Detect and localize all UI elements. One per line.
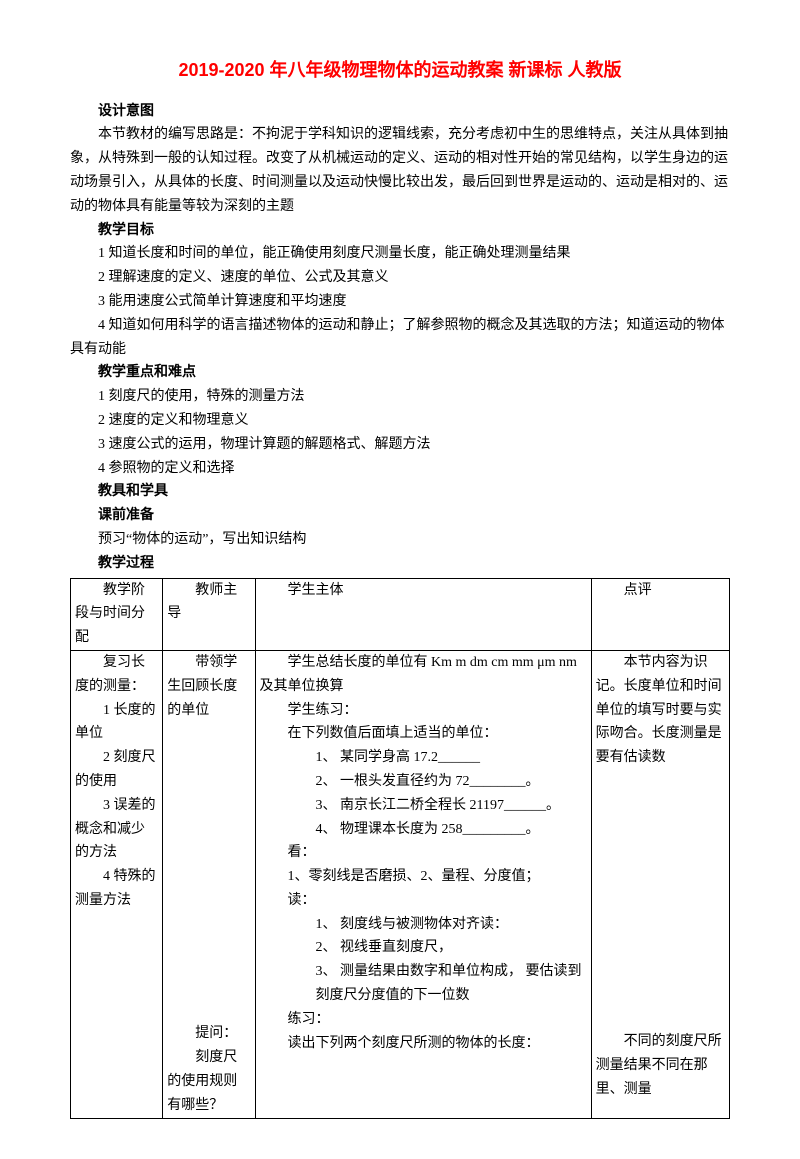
th-comment: 点评 (591, 578, 729, 650)
student-summary: 学生总结长度的单位有 Km m dm cm mm μm nm 及其单位换算 (260, 651, 587, 699)
teacher-line-1: 带领学生回顾长度的单位 (167, 651, 250, 722)
read-item-1: 1、 刻度线与被测物体对齐读： (260, 913, 587, 937)
stage-item-2: 2 刻度尺的使用 (75, 746, 158, 794)
th-stage-text: 教学阶段与时间分配 (75, 579, 158, 650)
focus-item-3: 3 速度公式的运用，物理计算题的解题格式、解题方法 (70, 433, 730, 457)
stage-item-4: 4 特殊的测量方法 (75, 865, 158, 913)
th-stage: 教学阶段与时间分配 (71, 578, 163, 650)
goal-item-1: 1 知道长度和时间的单位，能正确使用刻度尺测量长度，能正确处理测量结果 (70, 242, 730, 266)
focus-item-1: 1 刻度尺的使用，特殊的测量方法 (70, 385, 730, 409)
heading-design-intent: 设计意图 (70, 100, 730, 124)
focus-item-2: 2 速度的定义和物理意义 (70, 409, 730, 433)
lesson-table: 教学阶段与时间分配 教师主导 学生主体 点评 复习长度的测量： 1 长度的单位 … (70, 578, 730, 1119)
para-prep: 预习“物体的运动”，写出知识结构 (70, 528, 730, 552)
comment-para-2: 不同的刻度尺所测量结果不同在那里、测量 (596, 1030, 725, 1101)
th-student: 学生主体 (255, 578, 591, 650)
read-item-2: 2、 视线垂直刻度尺， (260, 936, 587, 960)
stage-line: 复习长度的测量： (75, 651, 158, 699)
table-row: 复习长度的测量： 1 长度的单位 2 刻度尺的使用 3 误差的概念和减少的方法 … (71, 650, 730, 1118)
stage-item-1: 1 长度的单位 (75, 699, 158, 747)
comment-para-1: 本节内容为识记。长度单位和时间单位的填写时要与实际吻合。长度测量是要有估读数 (596, 651, 725, 770)
teacher-question: 刻度尺的使用规则 有哪些？ (167, 1046, 250, 1117)
look-item-1: 1、零刻线是否磨损、2、量程、分度值； (260, 865, 587, 889)
focus-item-4: 4 参照物的定义和选择 (70, 457, 730, 481)
read-label: 读： (260, 889, 587, 913)
cell-stage: 复习长度的测量： 1 长度的单位 2 刻度尺的使用 3 误差的概念和减少的方法 … (71, 650, 163, 1118)
read-item-3: 3、 测量结果由数字和单位构成， 要估读到刻度尺分度值的下一位数 (260, 960, 587, 1008)
teacher-question-lead: 提问： (167, 1022, 250, 1046)
student-fill-prompt: 在下列数值后面填上适当的单位： (260, 722, 587, 746)
goal-item-4: 4 知道如何用科学的语言描述物体的运动和静止；了解参照物的概念及其选取的方法；知… (70, 314, 730, 362)
goal-item-2: 2 理解速度的定义、速度的单位、公式及其意义 (70, 266, 730, 290)
heading-focus: 教学重点和难点 (70, 361, 730, 385)
cell-student: 学生总结长度的单位有 Km m dm cm mm μm nm 及其单位换算 学生… (255, 650, 591, 1118)
teacher-spacer (167, 722, 250, 1022)
heading-tools: 教具和学具 (70, 480, 730, 504)
exercise-3: 3、 南京长江二桥全程长 21197______。 (260, 794, 587, 818)
exercise-1: 1、 某同学身高 17.2______ (260, 746, 587, 770)
table-header-row: 教学阶段与时间分配 教师主导 学生主体 点评 (71, 578, 730, 650)
exercise-2: 2、 一根头发直径约为 72________。 (260, 770, 587, 794)
exercise-4: 4、 物理课本长度为 258_________。 (260, 818, 587, 842)
stage-item-3: 3 误差的概念和减少的方法 (75, 794, 158, 865)
look-label: 看： (260, 841, 587, 865)
heading-process: 教学过程 (70, 552, 730, 576)
cell-teacher: 带领学生回顾长度的单位 提问： 刻度尺的使用规则 有哪些？ (163, 650, 255, 1118)
th-comment-text: 点评 (596, 579, 725, 603)
goal-item-3: 3 能用速度公式简单计算速度和平均速度 (70, 290, 730, 314)
para-design-intent: 本节教材的编写思路是：不拘泥于学科知识的逻辑线索，充分考虑初中生的思维特点，关注… (70, 123, 730, 218)
student-practice-h: 学生练习： (260, 699, 587, 723)
page-title: 2019-2020 年八年级物理物体的运动教案 新课标 人教版 (70, 55, 730, 86)
cell-comment: 本节内容为识记。长度单位和时间单位的填写时要与实际吻合。长度测量是要有估读数 不… (591, 650, 729, 1118)
comment-spacer (596, 770, 725, 1030)
heading-prep: 课前准备 (70, 504, 730, 528)
practice-item: 读出下列两个刻度尺所测的物体的长度： (260, 1032, 587, 1056)
th-teacher-text: 教师主导 (167, 579, 250, 627)
heading-goals: 教学目标 (70, 219, 730, 243)
th-teacher: 教师主导 (163, 578, 255, 650)
practice-label: 练习： (260, 1008, 587, 1032)
th-student-text: 学生主体 (260, 579, 587, 603)
